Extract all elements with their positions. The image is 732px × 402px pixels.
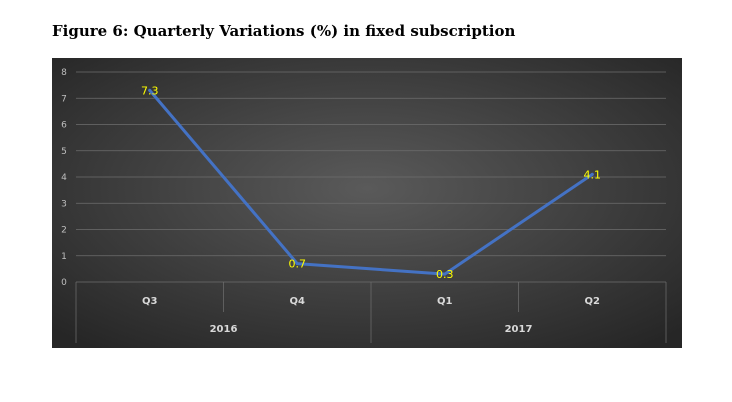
- data-point: [443, 272, 447, 276]
- y-tick-label: 4: [61, 173, 67, 183]
- data-label: 4.1: [584, 168, 602, 181]
- x-tick-label-q4: Q4: [290, 296, 306, 307]
- gridlines: [76, 71, 666, 283]
- y-tick-label: 6: [61, 121, 67, 131]
- chart-canvas: 0 1 2 3 4 5 6 7 8 Q3 Q4 Q1 Q2 2016 2017 7.3 0.7 0.3 4.1: [52, 58, 682, 348]
- data-labels: 7.3 0.7 0.3 4.1: [141, 84, 601, 281]
- y-tick-label: 2: [61, 226, 67, 236]
- x-tick-label-q2: Q2: [585, 296, 601, 307]
- data-point: [590, 172, 594, 176]
- y-tick-label: 8: [61, 68, 67, 78]
- line-chart: 0 1 2 3 4 5 6 7 8 Q3 Q4 Q1 Q2 2016 2017 7.3 0.7 0.3 4.1: [52, 58, 682, 348]
- data-point: [148, 88, 152, 92]
- data-label: 7.3: [141, 84, 159, 97]
- series-line: [148, 88, 594, 276]
- x-group-label-2016: 2016: [210, 324, 238, 335]
- axes: 0 1 2 3 4 5 6 7 8 Q3 Q4 Q1 Q2 2016 2017: [61, 68, 667, 343]
- x-tick-label-q3: Q3: [142, 296, 158, 307]
- series: [148, 88, 594, 276]
- data-label: 0.7: [289, 258, 307, 271]
- y-tick-label: 5: [61, 147, 67, 157]
- y-tick-label: 7: [61, 94, 67, 104]
- data-label: 0.3: [436, 268, 454, 281]
- y-tick-label: 1: [61, 252, 67, 262]
- y-tick-label: 3: [61, 199, 67, 209]
- x-group-label-2017: 2017: [505, 324, 533, 335]
- y-tick-label: 0: [61, 278, 67, 288]
- data-point: [295, 262, 299, 266]
- x-tick-label-q1: Q1: [437, 296, 453, 307]
- figure-title: Figure 6: Quarterly Variations (%) in fi…: [52, 22, 516, 40]
